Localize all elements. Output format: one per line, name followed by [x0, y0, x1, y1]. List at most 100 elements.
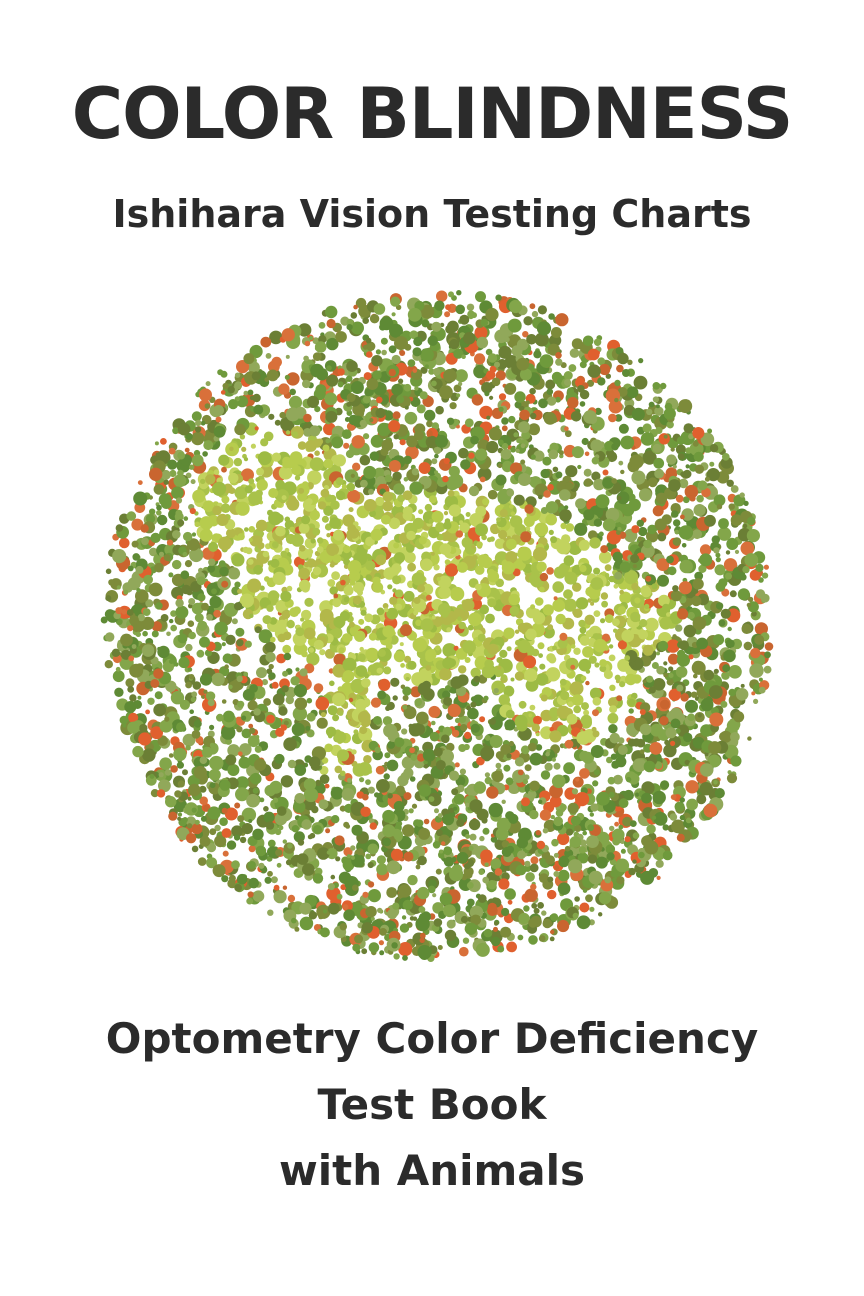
plate-dot: [437, 945, 443, 950]
plate-dot: [373, 303, 386, 315]
plate-dot: [631, 525, 640, 534]
plate-dot: [722, 453, 730, 461]
plate-dot: [365, 337, 372, 344]
plate-dot: [355, 665, 368, 677]
plate-dot: [513, 432, 519, 438]
plate-dot: [297, 441, 307, 450]
plate-dot: [619, 561, 631, 573]
plate-dot: [658, 594, 670, 607]
plate-dot: [547, 483, 554, 491]
plate-dot: [164, 769, 172, 776]
plate-dot: [574, 522, 588, 536]
plate-dot: [610, 869, 618, 878]
plate-dot: [331, 815, 340, 824]
plate-dot: [468, 612, 482, 627]
plate-dot: [598, 891, 612, 905]
plate-dot: [517, 473, 531, 486]
plate-dot: [403, 455, 412, 465]
plate-dot: [475, 523, 488, 537]
plate-dot: [489, 395, 494, 400]
plate-dot: [523, 316, 533, 326]
plate-dot: [261, 679, 268, 686]
plate-dot: [209, 828, 217, 836]
plate-dot: [206, 614, 213, 621]
plate-dot: [585, 586, 596, 597]
plate-dot: [227, 744, 240, 757]
plate-dot: [414, 698, 423, 707]
plate-dot: [420, 348, 434, 362]
plate-dot: [617, 745, 628, 755]
plate-dot: [540, 770, 551, 780]
plate-dot: [346, 410, 353, 416]
plate-dot: [458, 621, 467, 630]
plate-dot: [684, 759, 690, 766]
plate-dot: [125, 678, 135, 688]
plate-dot: [466, 859, 475, 868]
plate-dot: [409, 330, 419, 339]
plate-dot: [459, 520, 464, 525]
plate-dot: [418, 509, 424, 515]
plate-dot: [582, 830, 587, 836]
plate-dot: [276, 806, 287, 816]
plate-dot: [620, 469, 625, 475]
plate-dot: [503, 764, 511, 772]
plate-dot: [742, 523, 748, 529]
plate-dot: [627, 359, 633, 365]
plate-dot: [552, 466, 559, 473]
plate-dot: [388, 460, 401, 472]
plate-dot: [324, 392, 338, 406]
plate-dot: [150, 532, 161, 543]
plate-dot: [531, 310, 539, 318]
plate-dot: [362, 395, 371, 404]
plate-dot: [425, 594, 432, 601]
plate-dot: [453, 384, 462, 393]
plate-dot: [294, 926, 300, 932]
plate-dot: [205, 691, 216, 701]
plate-dot: [747, 596, 754, 603]
plate-dot: [112, 670, 125, 683]
plate-dot: [555, 396, 561, 403]
plate-dot: [730, 755, 742, 767]
plate-dot: [692, 588, 699, 594]
plate-dot: [227, 386, 235, 394]
plate-dot: [238, 751, 243, 756]
plate-dot: [263, 811, 275, 823]
plate-dot: [376, 863, 388, 876]
plate-dot: [484, 391, 490, 397]
plate-dot: [378, 649, 386, 657]
plate-dot: [303, 355, 309, 362]
plate-dot: [579, 768, 590, 779]
plate-dot: [533, 350, 542, 359]
plate-dot: [272, 693, 285, 706]
plate-dot: [380, 337, 388, 345]
plate-dot: [225, 634, 236, 645]
plate-dot: [365, 853, 372, 860]
plate-dot: [706, 468, 720, 482]
plate-dot: [407, 660, 417, 670]
plate-dot: [520, 531, 532, 543]
plate-dot: [367, 861, 374, 869]
plate-dot: [554, 567, 560, 573]
plate-dot: [228, 684, 233, 689]
plate-dot: [517, 769, 524, 776]
plate-dot: [266, 604, 274, 612]
plate-dot: [538, 935, 546, 942]
plate-dot: [602, 469, 609, 476]
plate-dot: [395, 603, 402, 610]
plate-dot: [528, 935, 538, 945]
plate-dot: [630, 611, 641, 623]
plate-dot: [409, 747, 415, 754]
plate-dot: [353, 729, 359, 735]
plate-dot: [274, 592, 280, 599]
plate-dot: [236, 639, 244, 647]
plate-dot: [249, 613, 254, 618]
plate-dot: [428, 792, 442, 807]
plate-dot: [657, 574, 669, 587]
plate-dot: [243, 390, 249, 396]
plate-dot: [632, 832, 640, 839]
plate-dot: [267, 839, 276, 848]
plate-dot: [713, 780, 718, 785]
plate-dot: [446, 627, 452, 633]
plate-dot: [263, 806, 269, 812]
plate-dot: [250, 443, 256, 449]
